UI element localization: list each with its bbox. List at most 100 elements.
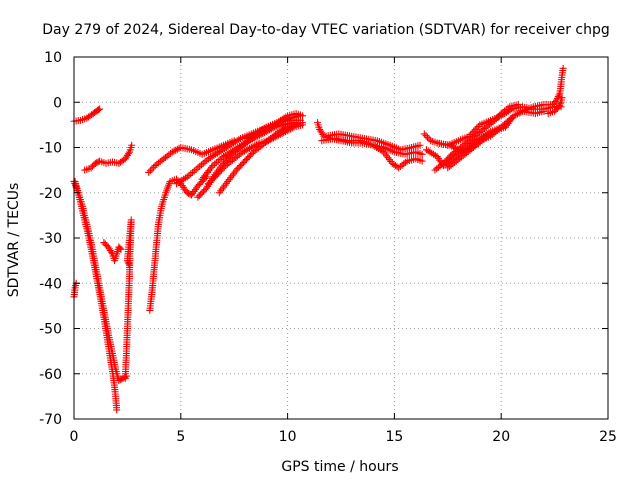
data-point	[496, 111, 504, 119]
data-point	[252, 130, 260, 138]
series-arc-14	[215, 119, 307, 197]
data-point	[174, 179, 182, 187]
data-point	[228, 147, 236, 155]
data-point	[209, 162, 217, 170]
data-point	[492, 128, 500, 136]
data-point	[426, 148, 434, 156]
data-point	[236, 142, 244, 150]
x-tick-label: 5	[176, 429, 185, 445]
data-point	[558, 94, 566, 102]
data-point	[225, 149, 233, 157]
data-point	[494, 113, 502, 121]
data-point	[276, 116, 284, 124]
data-point	[402, 158, 410, 166]
data-point	[124, 258, 132, 266]
y-axis-label: SDTVAR / TECUs	[6, 183, 22, 298]
data-point	[554, 93, 562, 101]
data-point	[194, 164, 202, 172]
data-point	[260, 124, 268, 132]
data-point	[124, 150, 132, 158]
data-point	[296, 111, 304, 119]
data-point	[212, 150, 220, 158]
data-point	[253, 129, 261, 137]
data-point	[185, 171, 193, 179]
data-point	[213, 149, 221, 157]
data-point	[125, 260, 133, 268]
data-point	[224, 142, 232, 150]
data-point	[282, 113, 290, 121]
data-point	[203, 156, 211, 164]
data-point	[280, 114, 288, 122]
data-point	[424, 133, 432, 141]
data-point	[556, 101, 564, 109]
data-point	[190, 167, 198, 175]
data-point	[196, 162, 204, 170]
data-point	[378, 147, 386, 155]
data-point	[490, 129, 498, 137]
x-tick-label: 15	[385, 429, 403, 445]
data-point	[192, 165, 200, 173]
series-arc-2	[81, 141, 136, 174]
data-point	[234, 144, 242, 151]
data-point	[299, 119, 307, 127]
data-point	[257, 127, 265, 135]
data-point	[208, 163, 216, 171]
data-point	[214, 157, 222, 165]
data-point	[431, 151, 439, 159]
data-point	[95, 106, 103, 114]
x-tick-label: 25	[599, 429, 617, 445]
data-point	[474, 122, 482, 130]
data-point	[275, 117, 283, 125]
data-point	[173, 180, 181, 188]
data-point	[239, 140, 247, 148]
data-point	[230, 146, 238, 154]
data-point	[226, 141, 234, 149]
series-arc-25	[544, 94, 566, 118]
data-point	[554, 94, 562, 102]
data-point	[197, 161, 205, 169]
data-point	[428, 149, 436, 157]
data-point	[123, 257, 131, 265]
data-point	[228, 140, 236, 148]
data-point	[232, 145, 240, 153]
data-point	[420, 130, 428, 138]
data-point	[282, 124, 290, 132]
series-arc-23	[433, 107, 548, 156]
series-arc-6	[100, 239, 125, 265]
data-point	[278, 115, 286, 123]
data-point	[540, 107, 548, 115]
data-point	[471, 126, 479, 134]
x-axis-label: GPS time / hours	[281, 459, 398, 475]
data-point	[473, 124, 481, 132]
data-point	[418, 157, 426, 165]
data-point	[422, 132, 430, 140]
data-point	[494, 126, 502, 134]
data-point	[231, 138, 239, 146]
data-point	[96, 105, 104, 113]
data-point	[222, 144, 230, 151]
data-point	[418, 150, 426, 158]
data-point	[422, 146, 430, 154]
series-arc-15	[241, 110, 304, 142]
y-tick-label: -60	[39, 367, 62, 383]
data-point	[430, 150, 438, 158]
y-tick-label: -40	[39, 276, 62, 292]
data-point	[259, 125, 267, 133]
data-point	[180, 175, 188, 183]
series-arc-19	[420, 103, 565, 149]
data-point	[376, 146, 384, 154]
axis-ticks: 0 5 10 15 20 25 10 0 -10 -20 -30 -40 -50 -60 -70	[39, 50, 617, 445]
data-point	[235, 136, 243, 144]
data-point	[373, 144, 381, 151]
chart-title: Day 279 of 2024, Sidereal Day-to-day VTE…	[42, 22, 610, 38]
y-tick-label: 0	[53, 95, 62, 111]
data-point	[187, 170, 195, 178]
data-point	[514, 101, 522, 109]
x-tick-label: 10	[279, 429, 297, 445]
data-point	[117, 245, 125, 253]
data-point	[217, 147, 225, 155]
data-point	[211, 160, 219, 168]
data-point	[113, 406, 121, 414]
data-point	[223, 150, 231, 158]
x-tick-label: 0	[70, 429, 79, 445]
